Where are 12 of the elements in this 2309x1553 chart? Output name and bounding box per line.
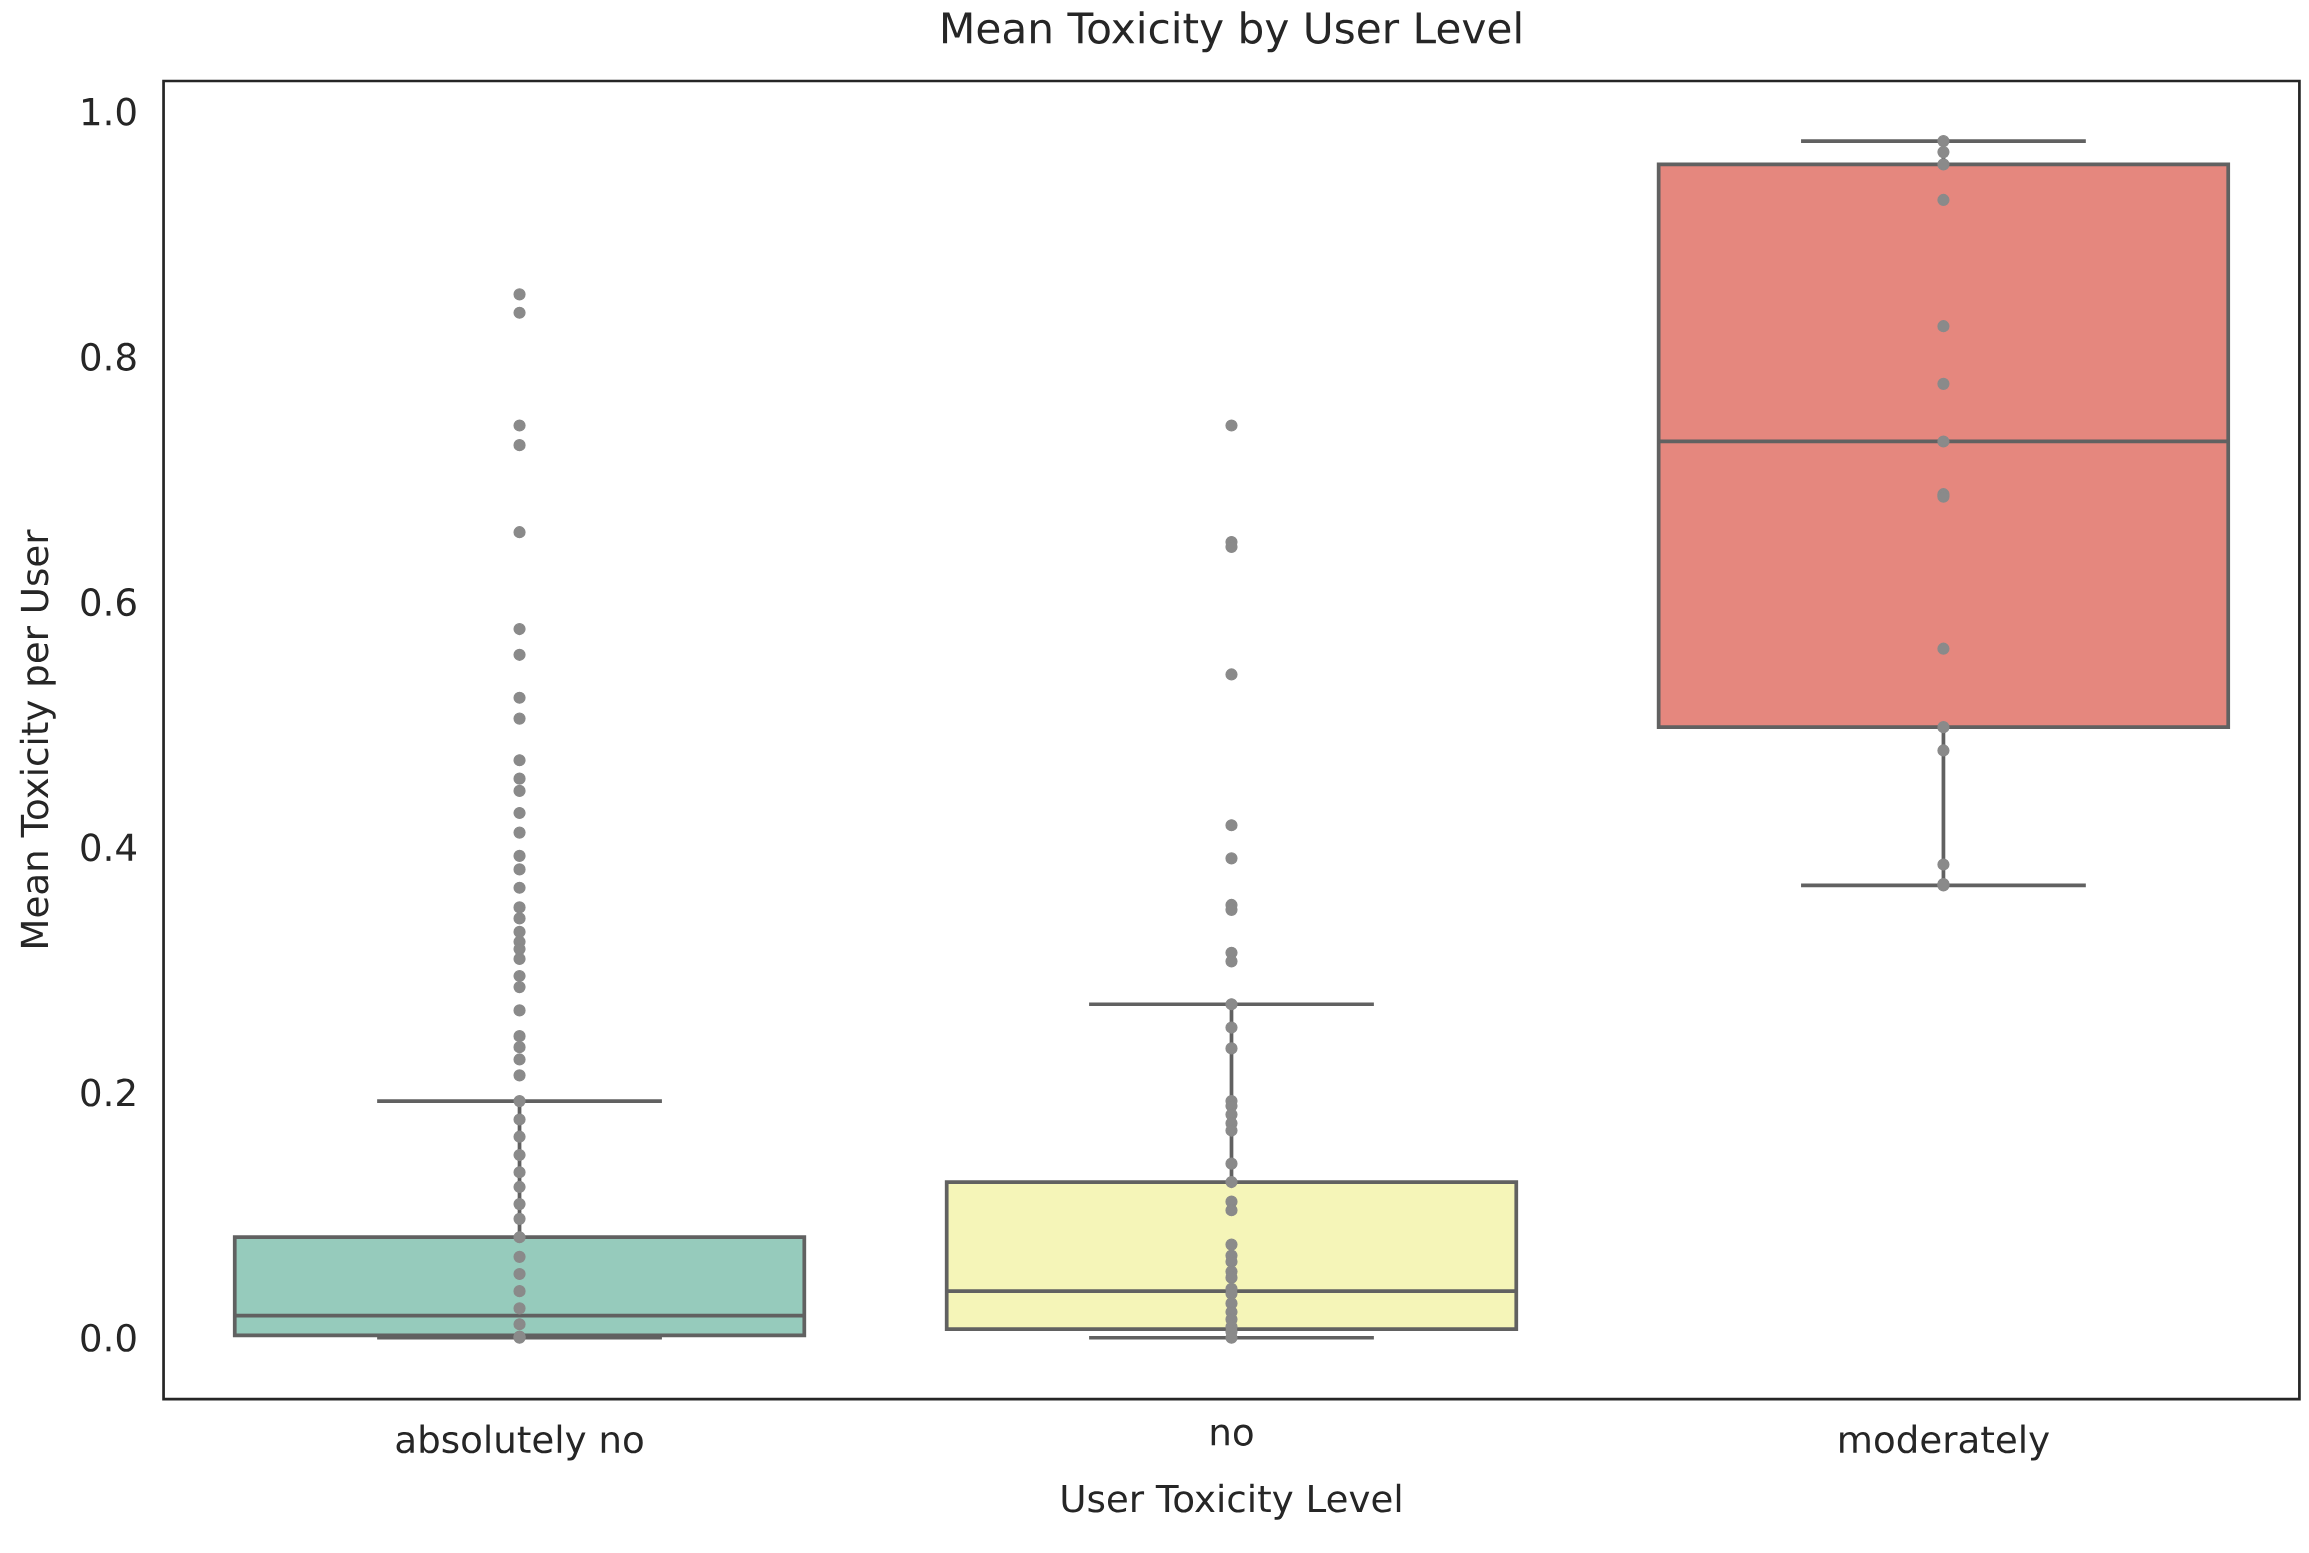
- x-tick-label: absolutely no: [396, 1424, 643, 1461]
- y-tick-label: 0.2: [81, 1078, 135, 1107]
- x-tick-label: moderately: [1840, 1424, 2050, 1461]
- y-axis-title: Mean Toxicity per User: [19, 529, 56, 947]
- x-axis-title: User Toxicity Level: [1062, 1483, 1401, 1520]
- y-tick-label: 0.0: [81, 1323, 136, 1352]
- y-tick-label: 1.0: [83, 97, 136, 126]
- chart-title: Mean Toxicity by User Level: [943, 11, 1521, 53]
- y-tick-label: 0.6: [81, 588, 136, 617]
- y-tick-label: 0.4: [81, 833, 137, 862]
- y-tick-label: 0.8: [81, 342, 136, 371]
- x-tick-label: no: [1211, 1424, 1253, 1446]
